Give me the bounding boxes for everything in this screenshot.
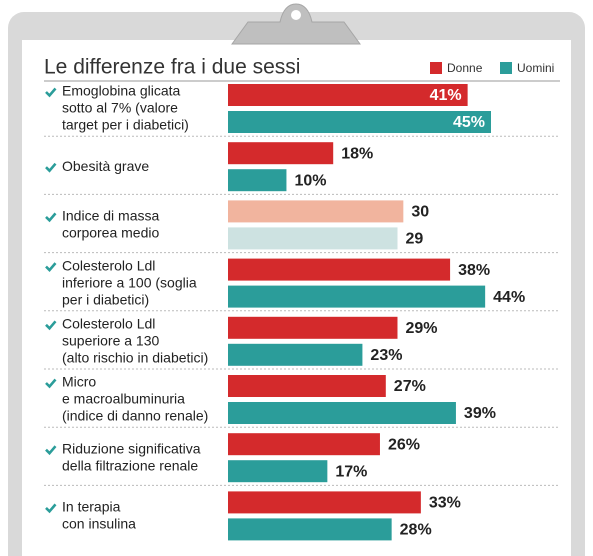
value-label: 26%	[388, 436, 420, 453]
category-label: (alto rischio in diabetici)	[62, 350, 208, 366]
bar	[228, 169, 287, 192]
category-label: In terapia	[62, 499, 121, 515]
category-label: (indice di danno renale)	[62, 408, 208, 424]
legend-label: Uomini	[517, 61, 554, 75]
value-label: 41%	[430, 87, 462, 104]
bar	[228, 84, 468, 106]
category-label: inferiore a 100 (soglia	[62, 274, 197, 290]
check-icon	[45, 378, 57, 389]
chart-title: Le differenze fra i due sessi	[44, 56, 300, 79]
category-label: sotto al 7% (valore	[62, 100, 178, 116]
value-label: 39%	[464, 405, 496, 422]
category-label: Emoglobina glicata	[62, 83, 181, 99]
category-label: Obesità grave	[62, 158, 149, 174]
bar	[228, 200, 404, 223]
value-label: 28%	[400, 522, 432, 539]
category-label: superiore a 130	[62, 333, 160, 349]
category-label: Riduzione significativa	[62, 440, 201, 456]
category-label: Colesterolo Ldl	[62, 257, 155, 273]
value-label: 44%	[493, 289, 525, 306]
legend-swatch	[430, 62, 442, 74]
bar	[228, 142, 334, 165]
clip-hole	[291, 10, 301, 20]
category-label: con insulina	[62, 516, 136, 532]
bar	[228, 402, 456, 424]
clip	[231, 3, 361, 45]
value-label: 29	[405, 231, 423, 248]
check-icon	[45, 503, 57, 514]
legend-swatch	[500, 62, 512, 74]
category-label: Colesterolo Ldl	[62, 316, 155, 332]
value-label: 27%	[394, 378, 426, 395]
check-icon	[45, 212, 57, 223]
category-label: della filtrazione renale	[62, 457, 198, 473]
check-icon	[45, 262, 57, 273]
bar	[228, 491, 421, 514]
category-label: Micro	[62, 374, 96, 390]
value-label: 17%	[335, 463, 367, 480]
value-label: 33%	[429, 495, 461, 512]
value-label: 45%	[453, 114, 485, 131]
category-label: corporea medio	[62, 225, 159, 241]
category-label: per i diabetici)	[62, 291, 149, 307]
value-label: 10%	[294, 172, 326, 189]
value-label: 29%	[405, 320, 437, 337]
bar	[228, 460, 328, 483]
bar	[228, 258, 451, 281]
check-icon	[45, 445, 57, 456]
bar	[228, 316, 398, 339]
check-icon	[45, 162, 57, 173]
bar	[228, 518, 392, 541]
bar	[228, 227, 398, 250]
category-label: target per i diabetici)	[62, 117, 189, 133]
value-label: 23%	[370, 347, 402, 364]
value-label: 30	[411, 204, 429, 221]
check-icon	[45, 320, 57, 331]
category-label: e macroalbuminuria	[62, 391, 185, 407]
bar	[228, 433, 380, 456]
bar	[228, 285, 486, 308]
value-label: 38%	[458, 262, 490, 279]
check-icon	[45, 87, 57, 98]
value-label: 18%	[341, 145, 373, 162]
bar	[228, 343, 363, 366]
bar	[228, 375, 386, 397]
bar	[228, 111, 491, 133]
legend-label: Donne	[447, 61, 483, 75]
category-label: Indice di massa	[62, 208, 159, 224]
